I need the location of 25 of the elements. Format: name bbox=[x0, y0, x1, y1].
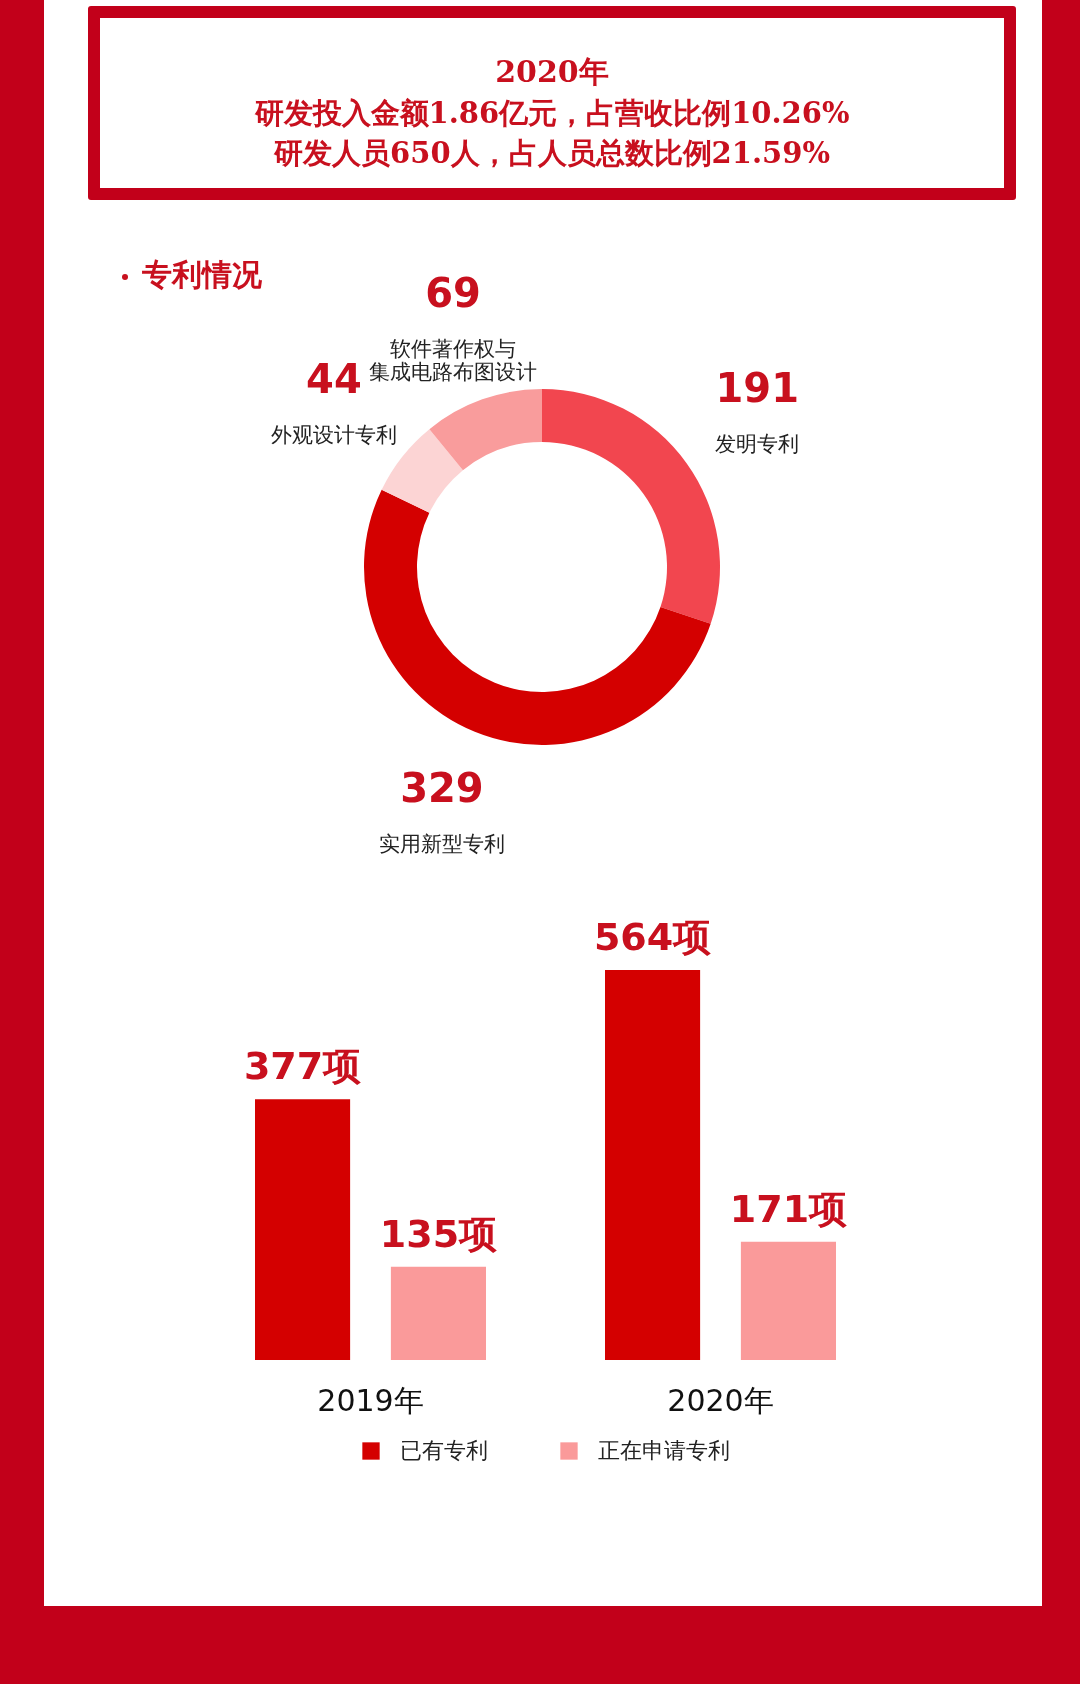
bar bbox=[605, 970, 701, 1360]
data-label: 44 bbox=[306, 355, 362, 402]
chart-title: 专利情况 bbox=[142, 257, 262, 292]
legend-label: 正在申请专利 bbox=[598, 1438, 730, 1463]
donut-slice bbox=[429, 389, 542, 471]
data-label: 564项 bbox=[593, 915, 712, 959]
data-label: 135项 bbox=[379, 1211, 498, 1256]
text: 研发人员650人，占人员总数比例21.59% bbox=[273, 135, 831, 172]
bar bbox=[255, 1099, 351, 1360]
text: 研发投入金额1.86亿元，占营收比例10.26% bbox=[253, 95, 851, 132]
data-label: 329 bbox=[400, 765, 484, 812]
data-label: 377项 bbox=[243, 1044, 362, 1089]
slice-label: 发明专利 bbox=[715, 432, 800, 457]
slice-label: 实用新型专利 bbox=[378, 832, 505, 857]
x-tick-label: 2019年 bbox=[317, 1382, 424, 1418]
data-label: 191 bbox=[715, 365, 799, 412]
slice-label: 外观设计专利 bbox=[270, 422, 397, 447]
legend-label: 已有专利 bbox=[400, 1438, 488, 1463]
bar bbox=[390, 1266, 486, 1360]
donut-slice bbox=[364, 489, 711, 745]
text: 2020年 bbox=[494, 53, 610, 91]
data-label: 69 bbox=[425, 270, 481, 317]
slice-label: 软件著作权与集成电路布图设计 bbox=[369, 337, 538, 385]
bar bbox=[740, 1241, 836, 1360]
data-label: 171项 bbox=[729, 1186, 848, 1231]
